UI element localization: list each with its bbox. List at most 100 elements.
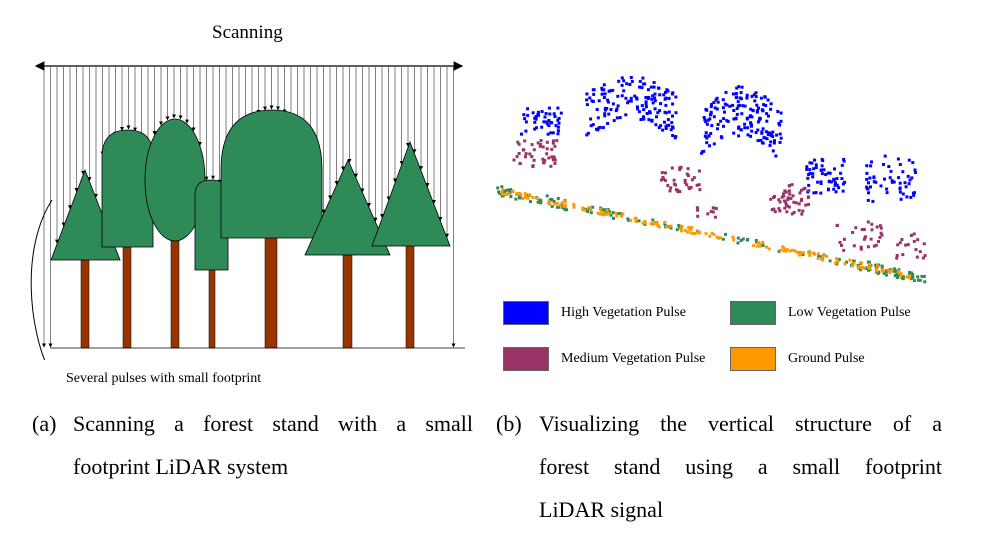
ground-point: [696, 229, 700, 233]
medium-vegetation-point: [532, 158, 536, 162]
low-vegetation-point: [552, 200, 556, 203]
ground-point: [876, 264, 880, 268]
high-vegetation-point: [869, 185, 872, 189]
high-vegetation-point: [879, 184, 883, 188]
medium-vegetation-point: [842, 237, 846, 241]
high-vegetation-point: [755, 110, 759, 114]
medium-vegetation-point: [786, 198, 790, 201]
medium-vegetation-point: [528, 152, 532, 156]
high-vegetation-point: [837, 186, 841, 190]
high-vegetation-point: [586, 131, 590, 135]
medium-vegetation-point: [541, 157, 545, 161]
high-vegetation-point: [746, 133, 750, 137]
high-vegetation-point: [759, 96, 763, 100]
medium-vegetation-point: [678, 168, 682, 171]
high-vegetation-point: [585, 98, 589, 102]
high-vegetation-point: [629, 96, 633, 100]
low-vegetation-point: [885, 273, 889, 277]
low-vegetation-point: [741, 237, 745, 241]
high-vegetation-point: [658, 93, 662, 97]
ground-point: [692, 232, 696, 236]
high-vegetation-point: [704, 131, 708, 135]
high-vegetation-point: [769, 107, 773, 111]
ground-point: [779, 248, 783, 252]
ground-point: [868, 266, 872, 270]
ground-point: [791, 248, 794, 252]
high-vegetation-point: [596, 128, 600, 132]
medium-vegetation-point: [772, 196, 776, 199]
high-vegetation-point: [703, 118, 707, 122]
high-vegetation-point: [585, 92, 589, 96]
high-vegetation-point: [671, 125, 674, 129]
high-vegetation-point: [522, 113, 526, 117]
medium-vegetation-point: [689, 185, 693, 189]
low-vegetation-point: [852, 259, 856, 263]
low-vegetation-point: [910, 276, 914, 279]
medium-vegetation-point: [698, 188, 702, 192]
high-vegetation-point: [540, 125, 544, 129]
low-vegetation-point: [627, 218, 631, 222]
high-vegetation-point: [732, 131, 736, 135]
medium-vegetation-point: [801, 209, 805, 213]
medium-vegetation-point: [517, 142, 521, 146]
ground-point: [793, 249, 797, 253]
high-vegetation-point: [890, 180, 894, 184]
high-vegetation-point: [658, 109, 662, 113]
high-vegetation-point: [765, 137, 769, 141]
high-vegetation-point: [776, 110, 780, 113]
high-vegetation-point: [620, 83, 624, 87]
high-vegetation-point: [647, 95, 651, 99]
high-vegetation-point: [885, 187, 889, 191]
medium-vegetation-point: [670, 166, 674, 170]
medium-vegetation-point: [545, 140, 549, 144]
ground-point: [535, 197, 539, 200]
high-vegetation-point: [750, 94, 754, 98]
high-vegetation-point: [595, 108, 599, 111]
medium-vegetation-point: [663, 171, 667, 175]
high-vegetation-point: [778, 132, 782, 136]
medium-vegetation-point: [690, 178, 694, 182]
high-vegetation-point: [611, 88, 615, 92]
ground-point: [756, 241, 760, 244]
high-vegetation-point: [779, 111, 783, 115]
high-vegetation-point: [603, 114, 607, 118]
low-vegetation-point: [509, 195, 513, 198]
high-vegetation-point: [653, 99, 657, 103]
ground-point: [812, 251, 816, 255]
high-vegetation-point: [707, 134, 711, 138]
high-vegetation-point: [663, 110, 667, 114]
high-vegetation-point: [898, 187, 902, 191]
high-vegetation-point: [719, 119, 723, 123]
ground-point: [572, 205, 576, 209]
high-vegetation-point: [913, 191, 916, 195]
low-vegetation-point: [908, 270, 911, 274]
ground-point: [758, 244, 762, 248]
high-vegetation-point: [769, 140, 773, 144]
high-vegetation-point: [701, 150, 705, 154]
medium-vegetation-point: [798, 191, 802, 195]
medium-vegetation-point: [692, 176, 696, 180]
medium-vegetation-point: [539, 139, 543, 142]
high-vegetation-point: [763, 95, 767, 99]
high-vegetation-point: [754, 131, 758, 134]
ground-point: [783, 249, 787, 253]
medium-vegetation-point: [794, 201, 798, 205]
ground-point: [843, 262, 847, 266]
ground-point: [598, 207, 602, 211]
high-vegetation-point: [614, 109, 618, 113]
high-vegetation-point: [542, 120, 546, 124]
high-vegetation-point: [734, 116, 738, 120]
medium-vegetation-point: [769, 197, 773, 201]
medium-vegetation-point: [778, 209, 782, 213]
high-vegetation-point: [738, 103, 742, 107]
medium-vegetation-point: [869, 237, 873, 241]
medium-vegetation-point: [545, 147, 549, 151]
high-vegetation-point: [811, 175, 815, 179]
medium-vegetation-point: [706, 212, 710, 216]
high-vegetation-point: [901, 192, 905, 196]
high-vegetation-point: [756, 139, 760, 143]
ground-point: [907, 274, 911, 278]
high-vegetation-point: [743, 122, 747, 126]
medium-vegetation-point: [789, 196, 793, 200]
ground-point: [704, 232, 708, 236]
